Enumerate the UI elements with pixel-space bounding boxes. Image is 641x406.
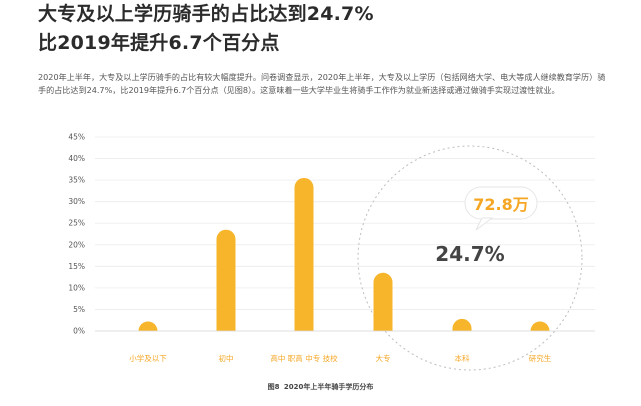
y-tick-label: 15% (68, 262, 85, 271)
y-tick-label: 30% (68, 197, 85, 206)
y-tick-label: 20% (68, 240, 85, 249)
figure-title: 2020年上半年骑手学历分布 (283, 383, 374, 391)
y-tick-label: 0% (73, 327, 85, 336)
figure-number: 图8 (267, 383, 280, 391)
x-tick-label: 本科 (455, 353, 470, 363)
x-tick-label: 高中 职高 中专 技校 (270, 353, 338, 363)
x-tick-label: 研究生 (529, 353, 552, 363)
bar (216, 229, 236, 331)
y-tick-label: 40% (68, 154, 85, 163)
bar (452, 318, 472, 331)
x-tick-label: 小学及以下 (129, 353, 167, 363)
bar (373, 272, 393, 331)
x-tick-label: 初中 (219, 353, 234, 363)
bar (138, 321, 158, 331)
bar (530, 321, 550, 331)
y-tick-label: 35% (68, 176, 85, 185)
highlight-bubble-box (464, 186, 538, 220)
intro-paragraph: 2020年上半年，大专及以上学历骑手的占比有较大幅度提升。问卷调查显示，2020… (38, 72, 606, 95)
y-tick-label: 45% (68, 133, 85, 142)
figure-caption: 图8 2020年上半年骑手学历分布 (0, 382, 641, 392)
x-tick-label: 大专 (376, 353, 391, 363)
y-tick-label: 10% (68, 283, 85, 292)
highlight-bubble-tail (475, 217, 494, 231)
highlight-circle (357, 145, 583, 371)
y-tick-label: 5% (73, 305, 85, 314)
headline-line-1: 大专及以上学历骑手的占比达到24.7% (38, 3, 374, 25)
headline-line-2: 比2019年提升6.7个百分点 (38, 32, 280, 54)
highlight-percent: 24.7% (435, 242, 504, 266)
headline: 大专及以上学历骑手的占比达到24.7% 比2019年提升6.7个百分点 (38, 0, 598, 58)
y-tick-label: 25% (68, 219, 85, 228)
bar (294, 177, 314, 331)
highlight-count: 72.8万 (473, 195, 528, 214)
highlight-bubble (464, 186, 538, 231)
